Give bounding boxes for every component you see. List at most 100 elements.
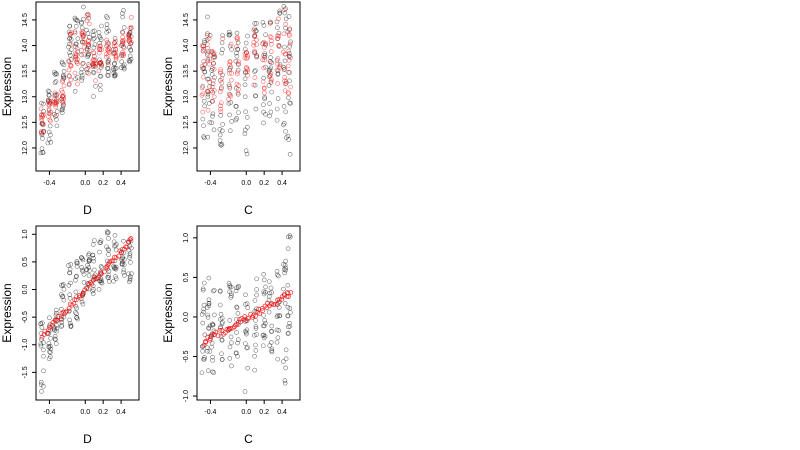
data-point xyxy=(59,87,64,93)
data-point xyxy=(113,43,119,48)
data-point xyxy=(267,290,272,296)
trend-point xyxy=(209,331,215,337)
x-tick-label: 0.2 xyxy=(259,180,269,187)
x-tick-label: 0.4 xyxy=(116,409,126,416)
data-point xyxy=(234,53,240,59)
data-point xyxy=(54,123,60,129)
data-point xyxy=(283,356,289,362)
data-point xyxy=(200,348,205,354)
data-point xyxy=(66,67,72,73)
data-point xyxy=(227,92,233,98)
data-point xyxy=(81,51,87,57)
data-point xyxy=(46,114,51,119)
data-point xyxy=(201,309,206,315)
data-point xyxy=(68,261,74,267)
x-axis-title: D xyxy=(83,203,92,217)
trend-point xyxy=(208,336,213,342)
data-point xyxy=(235,71,240,77)
trend-point xyxy=(203,339,209,345)
data-point xyxy=(268,49,274,54)
data-point xyxy=(104,229,110,234)
data-point xyxy=(104,54,109,60)
data-point xyxy=(53,79,59,84)
data-point xyxy=(86,273,92,278)
data-point xyxy=(98,279,104,285)
data-point xyxy=(53,71,59,76)
data-point xyxy=(205,107,211,113)
series-1 xyxy=(39,236,134,340)
data-point xyxy=(206,297,212,303)
data-point xyxy=(200,74,206,80)
data-point xyxy=(234,304,239,310)
data-point xyxy=(92,238,97,243)
data-point xyxy=(275,56,281,61)
data-point xyxy=(54,99,60,105)
data-point xyxy=(263,284,268,290)
data-point xyxy=(72,70,78,76)
data-point xyxy=(217,89,223,94)
data-point xyxy=(205,348,210,354)
data-point xyxy=(261,120,266,126)
y-tick-label: 13.0 xyxy=(22,90,29,104)
data-point xyxy=(67,295,73,301)
data-point xyxy=(59,314,64,319)
data-point xyxy=(67,50,72,55)
data-point xyxy=(219,50,225,56)
data-point xyxy=(52,90,58,96)
data-point xyxy=(120,11,125,16)
data-point xyxy=(87,48,92,54)
data-point xyxy=(253,106,259,112)
data-point xyxy=(67,317,72,323)
data-point xyxy=(84,67,89,72)
data-point xyxy=(234,69,240,75)
data-point xyxy=(79,66,85,72)
data-point xyxy=(281,49,286,55)
data-point xyxy=(267,34,273,39)
data-point xyxy=(66,263,71,268)
data-point xyxy=(206,36,212,41)
data-point xyxy=(200,287,206,293)
data-point xyxy=(243,40,249,46)
data-point xyxy=(227,289,232,295)
x-tick-label: 0.4 xyxy=(116,180,126,187)
data-point xyxy=(267,279,272,284)
data-point xyxy=(201,302,207,308)
data-point xyxy=(209,84,215,90)
data-point xyxy=(79,19,84,25)
data-point xyxy=(114,54,119,60)
data-point xyxy=(220,36,225,41)
data-point xyxy=(285,282,291,288)
data-point xyxy=(261,313,266,318)
data-point xyxy=(205,57,211,62)
data-point xyxy=(90,36,96,42)
trend-point xyxy=(84,286,90,291)
data-point xyxy=(227,356,233,361)
data-point xyxy=(283,129,288,134)
data-point xyxy=(281,286,286,292)
data-point xyxy=(268,20,274,26)
data-point xyxy=(287,151,293,157)
data-point xyxy=(245,73,250,78)
series-0 xyxy=(38,4,134,156)
data-point xyxy=(111,278,116,284)
data-point xyxy=(104,244,109,250)
data-point xyxy=(81,4,86,10)
data-point xyxy=(235,337,241,343)
y-tick-label: 14.0 xyxy=(183,39,190,53)
data-point xyxy=(245,33,250,39)
data-point xyxy=(236,62,241,67)
data-point xyxy=(38,382,44,387)
data-point xyxy=(251,27,257,33)
data-point xyxy=(66,73,72,78)
data-point xyxy=(287,324,293,329)
data-point xyxy=(243,329,248,334)
y-axis-title: Expression xyxy=(161,283,175,342)
data-point xyxy=(127,37,132,43)
data-point xyxy=(207,56,213,62)
y-tick-label: 1.0 xyxy=(22,229,29,239)
x-tick-label: -0.4 xyxy=(43,409,55,416)
data-point xyxy=(275,36,280,42)
data-point xyxy=(269,346,275,352)
data-point xyxy=(204,345,210,351)
data-point xyxy=(234,305,240,311)
